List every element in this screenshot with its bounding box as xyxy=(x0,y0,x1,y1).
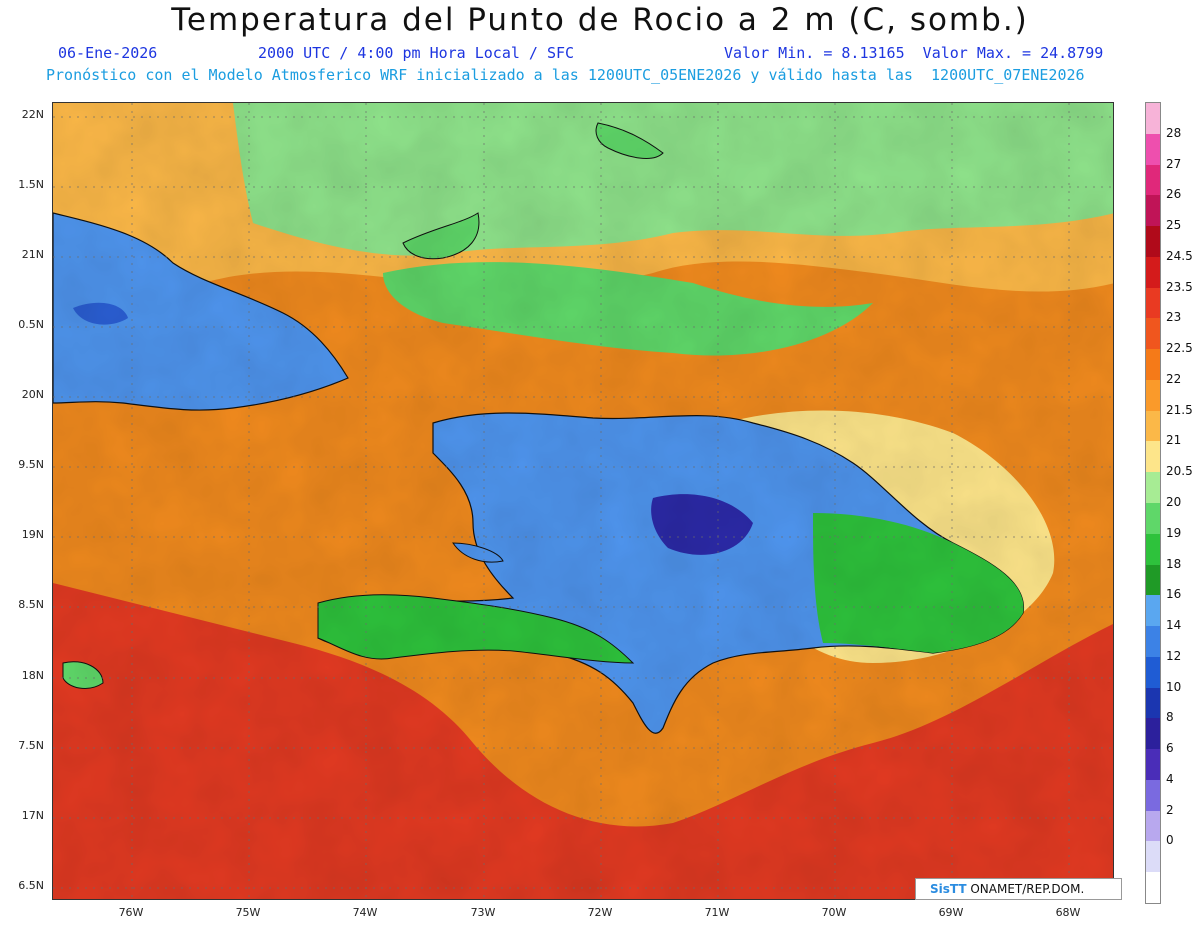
colorbar-tick-label: 18 xyxy=(1166,556,1182,571)
lon-label: 76W xyxy=(118,906,144,919)
sistt-logo: SisTT xyxy=(930,882,967,896)
colorbar-tick-label: 6 xyxy=(1166,741,1174,756)
colorbar-tick-label: 20 xyxy=(1166,495,1182,509)
colorbar-swatch xyxy=(1146,318,1160,350)
colorbar-tick-label: 21.5 xyxy=(1166,402,1193,417)
lat-label: 22N xyxy=(21,108,44,121)
lat-label: 1.5N xyxy=(18,178,44,191)
colorbar-swatch xyxy=(1146,226,1160,258)
lon-label: 72W xyxy=(587,906,613,919)
forecast-time: 2000 UTC / 4:00 pm Hora Local / SFC xyxy=(258,44,575,62)
colorbar-swatch xyxy=(1146,287,1160,319)
colorbar-swatch xyxy=(1146,841,1160,873)
colorbar-swatch xyxy=(1146,349,1160,381)
colorbar-swatch xyxy=(1146,256,1160,289)
colorbar-tick-label: 24.5 xyxy=(1166,248,1193,263)
colorbar-tick-label: 22 xyxy=(1166,371,1182,386)
colorbar-swatch xyxy=(1146,718,1160,750)
colorbar-tick-label: 0 xyxy=(1166,833,1174,848)
colorbar-tick-label: 8 xyxy=(1166,710,1174,725)
colorbar-tick-label: 14 xyxy=(1166,618,1182,633)
lat-label: 9.5N xyxy=(18,458,44,471)
colorbar-swatch xyxy=(1146,687,1160,719)
model-description: Pronóstico con el Modelo Atmosferico WRF… xyxy=(46,66,1085,84)
colorbar-tick-label: 27 xyxy=(1166,156,1182,171)
colorbar-tick-label: 22.5 xyxy=(1166,341,1193,356)
colorbar-swatch xyxy=(1146,133,1160,166)
lon-label: 68W xyxy=(1055,906,1081,919)
colorbar-swatch xyxy=(1146,656,1160,689)
lon-label: 75W xyxy=(235,906,261,919)
dewpoint-map xyxy=(52,102,1114,900)
colorbar-swatch xyxy=(1146,103,1160,135)
colorbar xyxy=(1145,102,1161,904)
colorbar-tick-label: 21 xyxy=(1166,433,1182,448)
colorbar-tick-label: 4 xyxy=(1166,771,1174,786)
lon-label: 71W xyxy=(704,906,730,919)
colorbar-tick-label: 19 xyxy=(1166,525,1182,540)
colorbar-swatch xyxy=(1146,749,1160,781)
colorbar-tick-label: 16 xyxy=(1166,587,1182,602)
colorbar-swatch xyxy=(1146,441,1160,473)
colorbar-swatch xyxy=(1146,595,1160,627)
lat-label: 7.5N xyxy=(18,739,44,752)
colorbar-tick-label: 23.5 xyxy=(1166,279,1193,294)
lon-label: 74W xyxy=(352,906,378,919)
colorbar-swatch xyxy=(1146,626,1160,658)
lat-label: 17N xyxy=(21,809,44,822)
lon-label: 70W xyxy=(821,906,847,919)
colorbar-swatch xyxy=(1146,195,1160,227)
colorbar-swatch xyxy=(1146,472,1160,504)
colorbar-tick-label: 20.5 xyxy=(1166,464,1193,479)
lat-label: 20N xyxy=(21,388,44,401)
colorbar-swatch xyxy=(1146,810,1160,842)
lat-label: 0.5N xyxy=(18,318,44,331)
chart-title: Temperatura del Punto de Rocio a 2 m (C,… xyxy=(171,2,1029,38)
lon-label: 69W xyxy=(938,906,964,919)
colorbar-tick-label: 26 xyxy=(1166,187,1182,202)
lat-lon-grid xyxy=(53,103,1113,899)
lat-label: 8.5N xyxy=(18,598,44,611)
colorbar-tick-label: 23 xyxy=(1166,310,1182,325)
colorbar-tick-label: 10 xyxy=(1166,679,1182,694)
lat-label: 19N xyxy=(21,528,44,541)
value-range: Valor Min. = 8.13165 Valor Max. = 24.879… xyxy=(724,44,1104,62)
colorbar-swatch xyxy=(1146,503,1160,535)
lat-label: 18N xyxy=(21,669,44,682)
colorbar-tick-label: 25 xyxy=(1166,218,1182,233)
colorbar-swatch xyxy=(1146,410,1160,442)
colorbar-swatch xyxy=(1146,164,1160,196)
lat-label: 21N xyxy=(21,248,44,261)
colorbar-swatch xyxy=(1146,872,1160,904)
colorbar-swatch xyxy=(1146,564,1160,596)
credit-text: ONAMET/REP.DOM. xyxy=(966,882,1085,896)
colorbar-tick-label: 28 xyxy=(1166,125,1182,140)
forecast-date: 06-Ene-2026 xyxy=(58,44,158,62)
lat-label: 6.5N xyxy=(18,879,44,892)
colorbar-swatch xyxy=(1146,379,1160,412)
colorbar-tick-label: 2 xyxy=(1166,802,1174,817)
lon-label: 73W xyxy=(470,906,496,919)
colorbar-swatch xyxy=(1146,533,1160,566)
colorbar-swatch xyxy=(1146,779,1160,812)
credit-box: SisTT ONAMET/REP.DOM. xyxy=(915,878,1122,900)
colorbar-tick-label: 12 xyxy=(1166,648,1182,663)
